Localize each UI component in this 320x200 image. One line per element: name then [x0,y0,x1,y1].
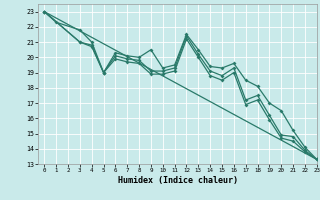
X-axis label: Humidex (Indice chaleur): Humidex (Indice chaleur) [118,176,238,185]
